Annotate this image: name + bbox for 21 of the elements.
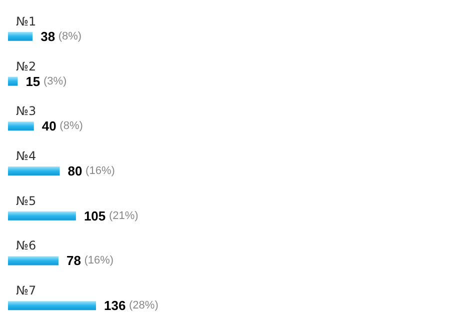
bar: [8, 76, 18, 86]
y-tick-label: №6: [16, 238, 36, 253]
y-tick-label: №5: [16, 194, 36, 208]
y-tick-label: №7: [16, 284, 36, 298]
data-label: 38 (8%): [40, 28, 82, 44]
y-tick-label: №4: [16, 149, 36, 163]
y-tick-label: №3: [16, 104, 36, 118]
bar: [8, 256, 58, 266]
y-tick-label: №2: [16, 59, 36, 74]
bar: [8, 166, 60, 176]
data-label: 80 (16%): [68, 164, 115, 178]
data-label: 78 (16%): [66, 253, 114, 268]
data-label: 40 (8%): [42, 118, 83, 134]
data-label: 136 (28%): [104, 298, 158, 314]
data-label: 105 (21%): [84, 208, 138, 224]
y-tick-label: №1: [16, 14, 36, 28]
bar: [8, 122, 34, 131]
bar: [8, 32, 33, 41]
bar: [8, 301, 96, 310]
bar: [8, 211, 76, 220]
data-label: 15 (3%): [26, 74, 67, 89]
